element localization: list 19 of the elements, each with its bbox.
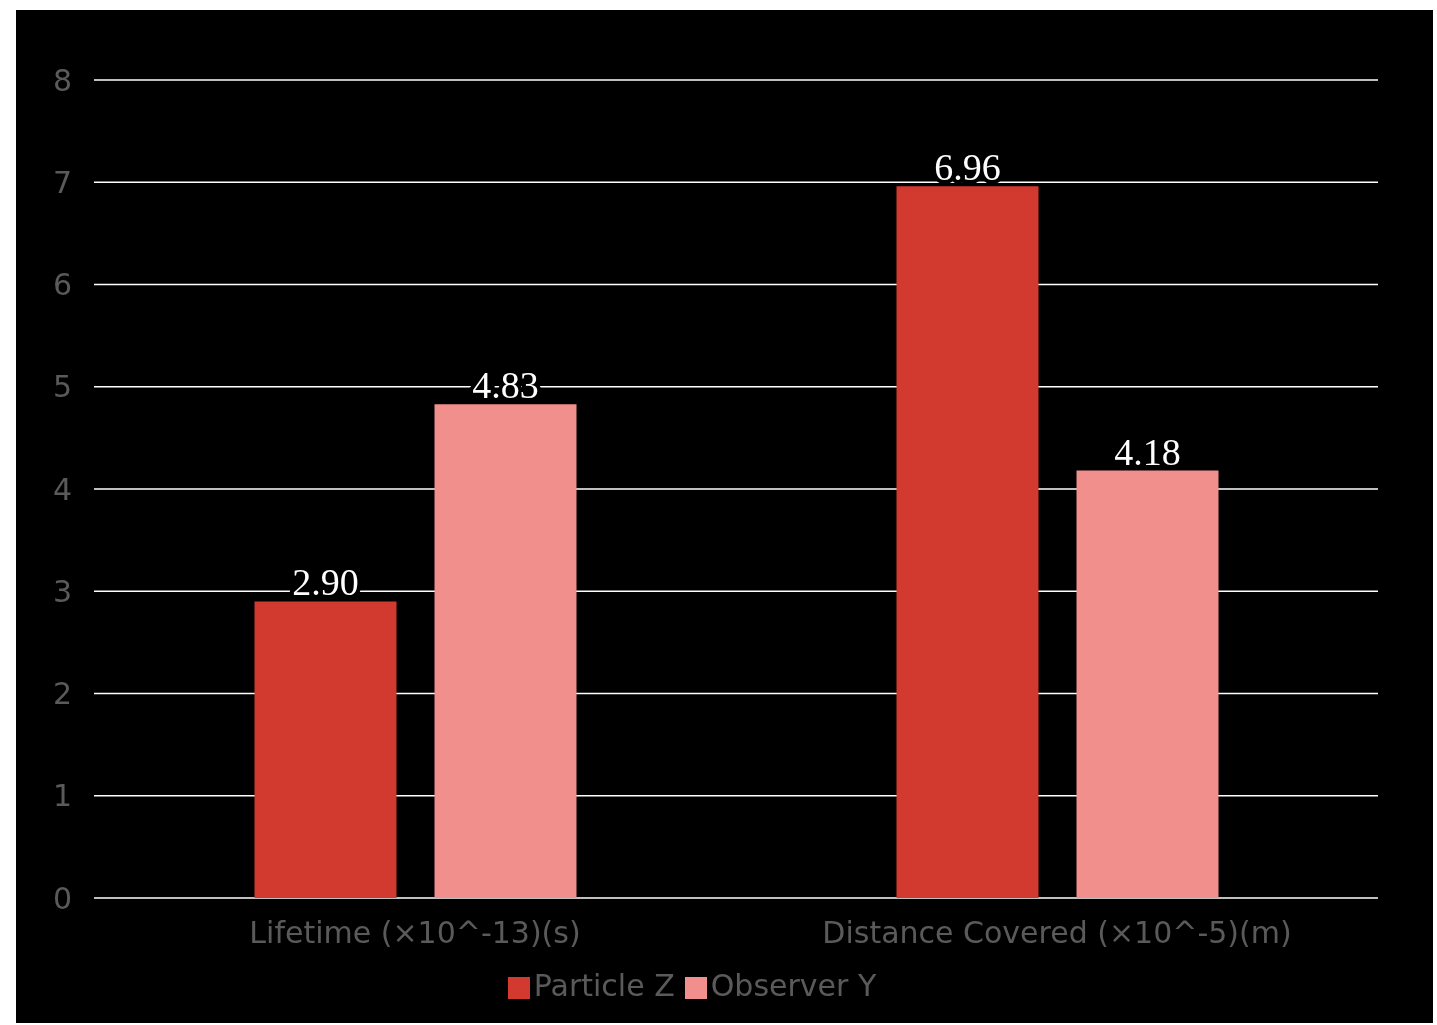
y-tick-label: 8 xyxy=(52,62,72,98)
x-tick-label: Distance Covered (×10^-5)(m) xyxy=(822,915,1292,951)
legend-label: Particle Z xyxy=(533,968,675,1003)
y-tick-label: 2 xyxy=(52,676,72,712)
legend-label: Observer Y xyxy=(710,968,877,1003)
y-tick-label: 4 xyxy=(52,471,72,507)
data-label: 4.18 xyxy=(1114,430,1181,473)
y-tick-label: 7 xyxy=(52,164,72,200)
bar xyxy=(434,404,577,898)
y-tick-label: 5 xyxy=(52,369,72,405)
y-tick-label: 3 xyxy=(52,573,72,609)
x-tick-label: Lifetime (×10^-13)(s) xyxy=(249,915,581,951)
bar xyxy=(896,186,1039,898)
y-tick-label: 0 xyxy=(52,880,72,916)
bar xyxy=(1076,470,1219,898)
y-tick-label: 6 xyxy=(52,267,72,303)
bar xyxy=(254,601,397,898)
y-tick-label: 1 xyxy=(52,778,72,814)
data-label: 6.96 xyxy=(934,146,1001,189)
